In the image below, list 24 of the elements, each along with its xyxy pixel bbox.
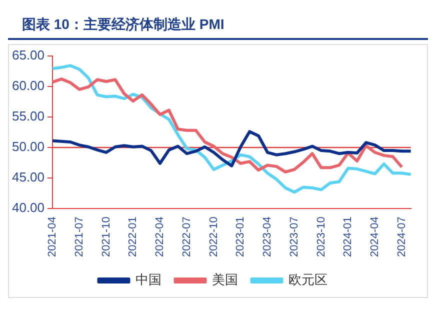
x-tick-label: 2022-07 [180, 216, 193, 258]
x-tick-label: 2021-07 [73, 216, 86, 258]
y-tick-label: 65.00 [12, 47, 45, 62]
legend-label: 欧元区 [288, 272, 328, 288]
y-tick-label: 50.00 [12, 139, 45, 154]
x-tick-label: 2022-04 [154, 216, 166, 258]
y-tick-label: 45.00 [12, 170, 45, 185]
x-tick-label: 2024-01 [342, 216, 354, 258]
legend-label: 中国 [135, 272, 162, 288]
x-tick-label: 2022-01 [127, 216, 140, 258]
y-tick-label: 60.00 [12, 78, 45, 93]
y-tick-label: 40.00 [12, 200, 45, 216]
x-tick-label: 2021-10 [100, 216, 112, 258]
x-tick-label: 2023-10 [315, 216, 328, 258]
y-tick-label: 55.00 [12, 108, 45, 124]
x-tick-label: 2023-07 [288, 216, 300, 258]
x-tick-label: 2024-07 [396, 216, 408, 258]
x-tick-label: 2023-01 [234, 216, 247, 258]
x-tick-label: 2022-10 [208, 216, 220, 258]
x-tick-label: 2023-04 [262, 216, 274, 258]
x-tick-label: 2021-04 [46, 216, 59, 258]
legend-label: 美国 [212, 272, 238, 288]
chart-title: 图表 10：主要经济体制造业 PMI [8, 8, 428, 40]
x-tick-label: 2024-04 [369, 216, 382, 258]
